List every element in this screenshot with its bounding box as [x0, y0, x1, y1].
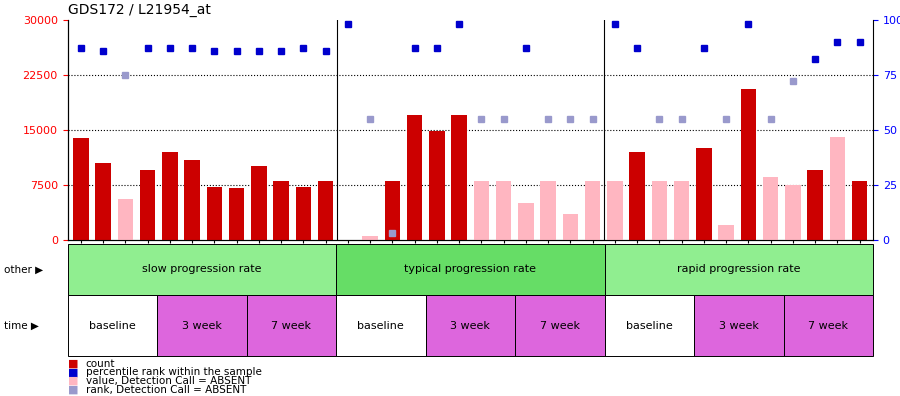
Text: 3 week: 3 week: [719, 321, 759, 331]
Text: other ▶: other ▶: [4, 264, 43, 274]
Bar: [229, 188, 245, 240]
Bar: [674, 181, 689, 240]
Bar: [608, 181, 623, 240]
Text: baseline: baseline: [357, 321, 404, 331]
Bar: [184, 160, 200, 240]
Text: slow progression rate: slow progression rate: [142, 264, 262, 274]
Bar: [95, 163, 111, 240]
Text: rank, Detection Call = ABSENT: rank, Detection Call = ABSENT: [86, 385, 246, 395]
Text: 7 week: 7 week: [271, 321, 311, 331]
Bar: [251, 166, 266, 240]
Bar: [73, 139, 88, 240]
Bar: [473, 181, 490, 240]
Text: percentile rank within the sample: percentile rank within the sample: [86, 367, 261, 377]
Text: 3 week: 3 week: [182, 321, 221, 331]
Bar: [741, 89, 756, 240]
Text: ■: ■: [68, 385, 78, 395]
Bar: [407, 115, 422, 240]
Text: count: count: [86, 358, 115, 369]
Text: time ▶: time ▶: [4, 321, 40, 331]
Text: GDS172 / L21954_at: GDS172 / L21954_at: [68, 4, 211, 17]
Bar: [207, 187, 222, 240]
Bar: [830, 137, 845, 240]
Bar: [274, 181, 289, 240]
Bar: [363, 236, 378, 240]
Text: rapid progression rate: rapid progression rate: [677, 264, 800, 274]
Bar: [763, 177, 778, 240]
Bar: [140, 170, 156, 240]
Bar: [318, 181, 333, 240]
Bar: [629, 152, 645, 240]
Text: 7 week: 7 week: [540, 321, 580, 331]
Text: ■: ■: [68, 376, 78, 386]
Bar: [852, 181, 868, 240]
Bar: [652, 181, 667, 240]
Bar: [696, 148, 712, 240]
Text: 3 week: 3 week: [450, 321, 491, 331]
Text: 7 week: 7 week: [808, 321, 848, 331]
Bar: [162, 152, 177, 240]
Text: value, Detection Call = ABSENT: value, Detection Call = ABSENT: [86, 376, 251, 386]
Bar: [562, 214, 578, 240]
Bar: [496, 181, 511, 240]
Bar: [718, 225, 734, 240]
Bar: [785, 185, 801, 240]
Bar: [118, 199, 133, 240]
Text: ■: ■: [68, 358, 78, 369]
Text: baseline: baseline: [89, 321, 136, 331]
Bar: [540, 181, 556, 240]
Bar: [384, 181, 400, 240]
Bar: [295, 187, 311, 240]
Text: baseline: baseline: [626, 321, 672, 331]
Bar: [807, 170, 823, 240]
Bar: [429, 131, 445, 240]
Bar: [451, 115, 467, 240]
Text: typical progression rate: typical progression rate: [404, 264, 536, 274]
Text: ■: ■: [68, 367, 78, 377]
Bar: [518, 203, 534, 240]
Bar: [585, 181, 600, 240]
